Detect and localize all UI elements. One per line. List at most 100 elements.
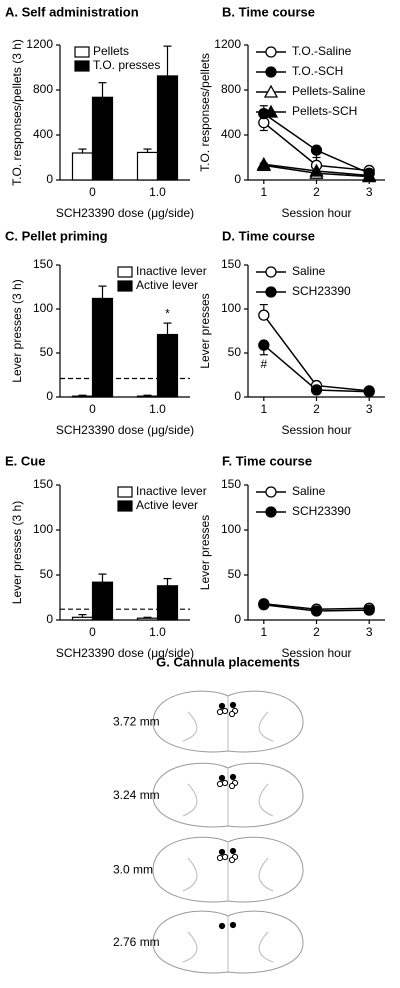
point [362,168,377,182]
legend-label: Saline [292,484,326,498]
placement-dot [216,780,224,788]
x-tick-label: 1 [260,185,267,199]
y-tick-label: 100 [221,522,241,536]
placement-dot [216,854,224,862]
y-axis-label: T.O. responses/pellets [198,53,212,172]
x-axis-label: SCH23390 dose (μg/side) [56,646,194,660]
placement-dot [228,856,236,864]
placement-dot [229,847,237,855]
legend-label: Inactive lever [136,484,207,498]
level-label: 3.0 mm [113,863,153,877]
bar [156,75,179,181]
y-tick-label: 1200 [26,37,53,51]
y-tick-label: 800 [221,82,241,96]
point [310,144,323,156]
y-tick-label: 400 [221,127,241,141]
placement-dot [218,848,226,856]
legend-swatch [117,486,133,498]
x-tick-label: 1.0 [149,625,166,639]
legend-marker [265,266,277,278]
x-tick-label: 2 [313,625,320,639]
legend-label: T.O.-Saline [292,44,352,58]
ventricle [182,931,274,963]
y-tick-label: 0 [46,612,53,626]
x-axis-label: Session hour [281,423,351,437]
bar [136,395,159,398]
legend-marker [265,46,277,58]
x-tick-label: 0 [89,402,96,416]
y-tick-label: 100 [221,301,241,315]
level-label: 3.24 mm [113,788,160,802]
x-tick-label: 3 [366,185,373,199]
ventricle [182,857,274,892]
point [258,599,270,611]
x-axis-label: Session hour [281,206,351,220]
legend-label: T.O. presses [93,58,160,72]
x-tick-label: 0 [89,625,96,639]
bar [71,616,94,621]
y-tick-label: 50 [228,567,242,581]
annotation: * [165,306,170,320]
y-tick-label: 400 [33,127,53,141]
legend-label: Pellets-Saline [292,84,366,98]
point [363,386,375,398]
y-tick-label: 800 [33,82,53,96]
placement-dot [216,708,224,716]
point [363,604,375,616]
y-axis-label: T.O. responses/pellets (3 h) [10,39,24,186]
legend-label: SCH23390 [292,504,351,518]
point [310,605,323,617]
bar [136,151,159,181]
y-tick-label: 0 [46,389,53,403]
y-tick-label: 0 [46,172,53,186]
placement-dot [228,782,236,790]
placement-dot [218,922,226,930]
panel-title: D. Time course [222,228,315,243]
legend-marker [263,104,279,118]
y-tick-label: 50 [40,345,54,359]
panel-title: B. Time course [222,4,315,19]
placement-dot [221,853,229,861]
placement-dot [221,779,229,787]
legend-swatch [74,46,90,58]
panel-title: G. Cannula placements [156,654,300,669]
y-tick-label: 50 [228,345,242,359]
legend-label: Pellets [93,44,129,58]
x-tick-label: 1.0 [149,185,166,199]
bar [71,152,94,181]
legend-marker [263,84,279,98]
bar [91,297,114,398]
bar [71,395,94,398]
x-tick-label: 3 [366,402,373,416]
panel-title: A. Self administration [5,4,139,19]
placement-dot [221,707,229,715]
legend-marker [265,66,277,78]
legend-swatch [74,60,90,72]
placement-dot [229,921,237,929]
point [309,163,324,177]
legend-label: SCH23390 [292,284,351,298]
y-tick-label: 150 [33,257,53,271]
x-tick-label: 1.0 [149,402,166,416]
legend-label: Active lever [136,498,198,512]
placement-dot [229,773,237,781]
y-tick-label: 50 [40,567,54,581]
level-label: 3.72 mm [113,715,160,729]
legend-swatch [117,280,133,292]
placement-dot [228,710,236,718]
x-tick-label: 3 [366,625,373,639]
ventricle [182,711,274,742]
y-tick-label: 0 [234,612,241,626]
legend-label: Saline [292,264,326,278]
legend-label: Pellets-SCH [292,104,357,118]
legend-marker [265,286,277,298]
point [258,339,270,351]
legend-label: Inactive lever [136,264,207,278]
level-label: 2.76 mm [113,935,160,949]
bar [156,333,179,398]
placement-dot [218,702,226,710]
line [263,314,370,392]
y-axis-label: Lever presses (3 h) [10,501,24,604]
x-tick-label: 0 [89,185,96,199]
